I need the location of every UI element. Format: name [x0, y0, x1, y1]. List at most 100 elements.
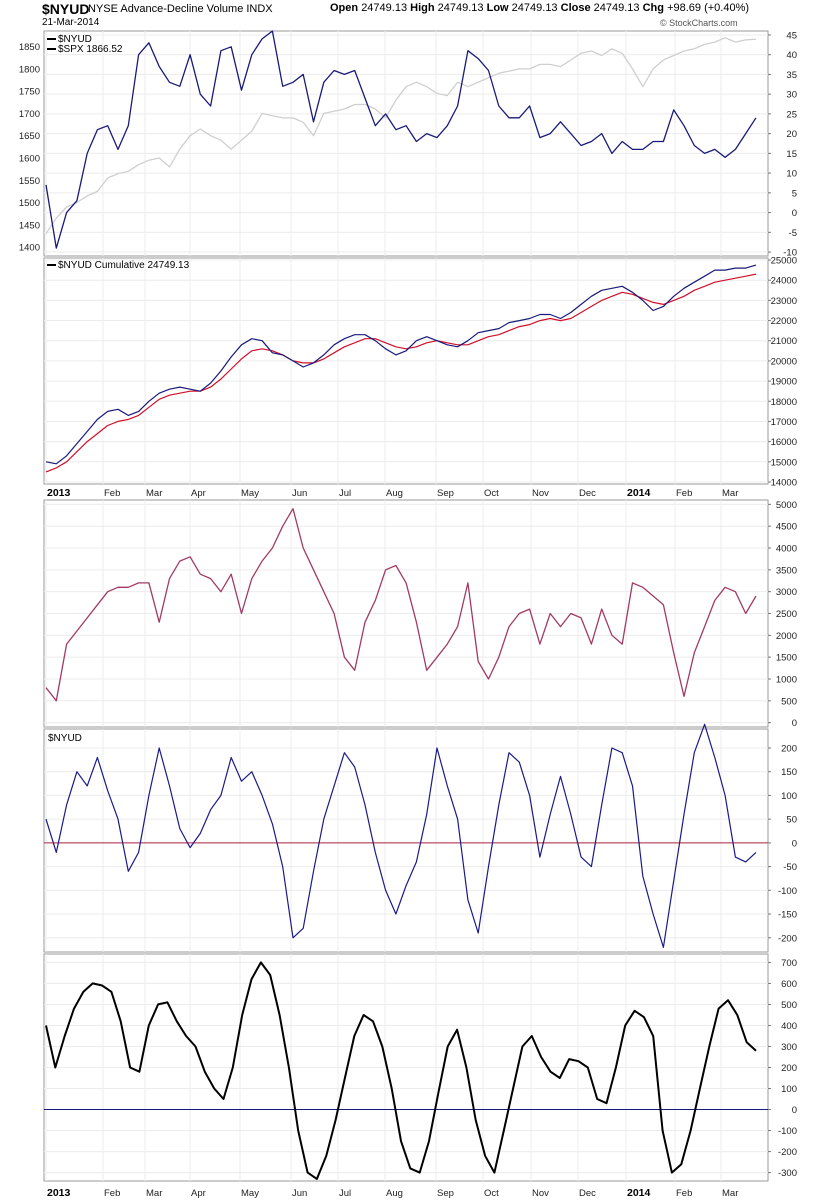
y-tick-label: 2500 — [776, 609, 797, 620]
chg-value: +98.69 (+0.40%) — [667, 2, 750, 14]
x-tick-label: 2014 — [627, 1187, 651, 1199]
indicator1-line — [45, 508, 757, 702]
y-tick-label: -200 — [778, 933, 797, 944]
y-tick-label: 18000 — [771, 397, 797, 408]
y-tick-label: 1000 — [776, 674, 797, 685]
y-tick-label: 0 — [792, 838, 797, 849]
y-tick-label: 100 — [781, 791, 797, 802]
y-tick-label: 23000 — [771, 296, 797, 307]
x-tick-label: Jul — [339, 1188, 351, 1199]
x-tick-label: Mar — [146, 488, 162, 499]
y-tick-label: 15000 — [771, 457, 797, 468]
x-tick-label: Nov — [532, 1188, 549, 1199]
y-tick-label: 19000 — [771, 377, 797, 388]
x-tick-label: May — [241, 488, 259, 499]
y-tick-label: -200 — [778, 1147, 797, 1158]
y-tick-label: 200 — [781, 1063, 797, 1074]
x-tick-label: Jun — [292, 488, 307, 499]
high-label: High — [410, 2, 435, 14]
y-tick-label: 20 — [786, 129, 797, 140]
y-tick-label: 0 — [792, 208, 797, 219]
y-tick-label: 3500 — [776, 565, 797, 576]
y-tick-label: 50 — [786, 815, 797, 826]
y-tick-label: -300 — [778, 1168, 797, 1179]
y-tick-label: 40 — [786, 50, 797, 61]
y-tick-label: -150 — [778, 910, 797, 921]
indicator2-line — [45, 723, 757, 948]
y-tick-label: 30 — [786, 90, 797, 101]
y-left-tick-label: 1650 — [19, 131, 40, 142]
y-tick-label: -50 — [783, 862, 797, 873]
symbol-label: $NYUD — [42, 1, 90, 17]
y-left-tick-label: 1700 — [19, 109, 40, 120]
y-tick-label: 100 — [781, 1084, 797, 1095]
x-tick-label: Sep — [437, 488, 454, 499]
y-tick-label: 22000 — [771, 316, 797, 327]
panel-frame — [43, 728, 769, 953]
x-tick-label: Mar — [722, 1188, 738, 1199]
y-tick-label: 24000 — [771, 276, 797, 287]
x-tick-label: Jul — [339, 488, 351, 499]
price-quote: Open 24749.13 High 24749.13 Low 24749.13… — [330, 2, 749, 14]
y-tick-label: 1500 — [776, 653, 797, 664]
chart-header: $NYUD NYSE Advance-Decline Volume INDX 2… — [0, 0, 820, 30]
indicator3-line — [45, 961, 757, 1180]
y-tick-label: 21000 — [771, 336, 797, 347]
y-tick-label: 16000 — [771, 437, 797, 448]
y-left-tick-label: 1450 — [19, 220, 40, 231]
y-tick-label: 4000 — [776, 544, 797, 555]
y-tick-label: 500 — [781, 696, 797, 707]
x-tick-label: 2013 — [47, 1187, 71, 1199]
close-value: 24749.13 — [593, 2, 640, 14]
y-tick-label: 150 — [781, 767, 797, 778]
y-tick-label: 300 — [781, 1042, 797, 1053]
x-tick-label: Feb — [104, 1188, 120, 1199]
low-value: 24749.13 — [511, 2, 558, 14]
x-tick-label: Aug — [386, 1188, 403, 1199]
chart-date: 21-Mar-2014 — [42, 17, 100, 28]
y-left-tick-label: 1550 — [19, 176, 40, 187]
x-tick-label: Apr — [191, 1188, 206, 1199]
x-tick-label: Apr — [191, 488, 206, 499]
x-tick-label: Sep — [437, 1188, 454, 1199]
x-tick-label: Oct — [484, 488, 499, 499]
y-tick-label: 20000 — [771, 356, 797, 367]
y-tick-label: 500 — [781, 1000, 797, 1011]
x-tick-label: Aug — [386, 488, 403, 499]
x-tick-label: Feb — [676, 488, 692, 499]
y-tick-label: 0 — [792, 718, 797, 729]
stockcharts-credit: © StockCharts.com — [660, 18, 738, 28]
open-value: 24749.13 — [361, 2, 408, 14]
y-left-tick-label: 1500 — [19, 198, 40, 209]
y-tick-label: 10 — [786, 169, 797, 180]
x-tick-label: Dec — [579, 1188, 596, 1199]
x-tick-label: Dec — [579, 488, 596, 499]
cumulative-line — [45, 264, 757, 465]
y-left-tick-label: 1400 — [19, 243, 40, 254]
y-tick-label: -100 — [778, 886, 797, 897]
x-tick-label: Feb — [104, 488, 120, 499]
legend-cumulative: $NYUD Cumulative 24749.13 — [58, 260, 190, 271]
x-tick-label: Jun — [292, 1188, 307, 1199]
x-tick-label: Mar — [146, 1188, 162, 1199]
nyud-line — [45, 30, 757, 249]
x-tick-label: Mar — [722, 488, 738, 499]
legend-nyud: $NYUD — [58, 34, 92, 45]
y-tick-label: 17000 — [771, 417, 797, 428]
y-tick-label: 25000 — [771, 256, 797, 267]
y-tick-label: 5 — [792, 188, 797, 199]
y-left-tick-label: 1750 — [19, 87, 40, 98]
y-tick-label: 15 — [786, 149, 797, 160]
y-left-tick-label: 1600 — [19, 153, 40, 164]
spx-line — [45, 37, 757, 235]
y-tick-label: 45 — [786, 30, 797, 41]
y-tick-label: 14000 — [771, 477, 797, 488]
x-tick-label: Feb — [676, 1188, 692, 1199]
x-tick-label: Nov — [532, 488, 549, 499]
y-tick-label: 4500 — [776, 522, 797, 533]
y-tick-label: 200 — [781, 743, 797, 754]
panel-frame — [43, 257, 769, 485]
y-tick-label: 25 — [786, 109, 797, 120]
y-tick-label: 5000 — [776, 500, 797, 511]
